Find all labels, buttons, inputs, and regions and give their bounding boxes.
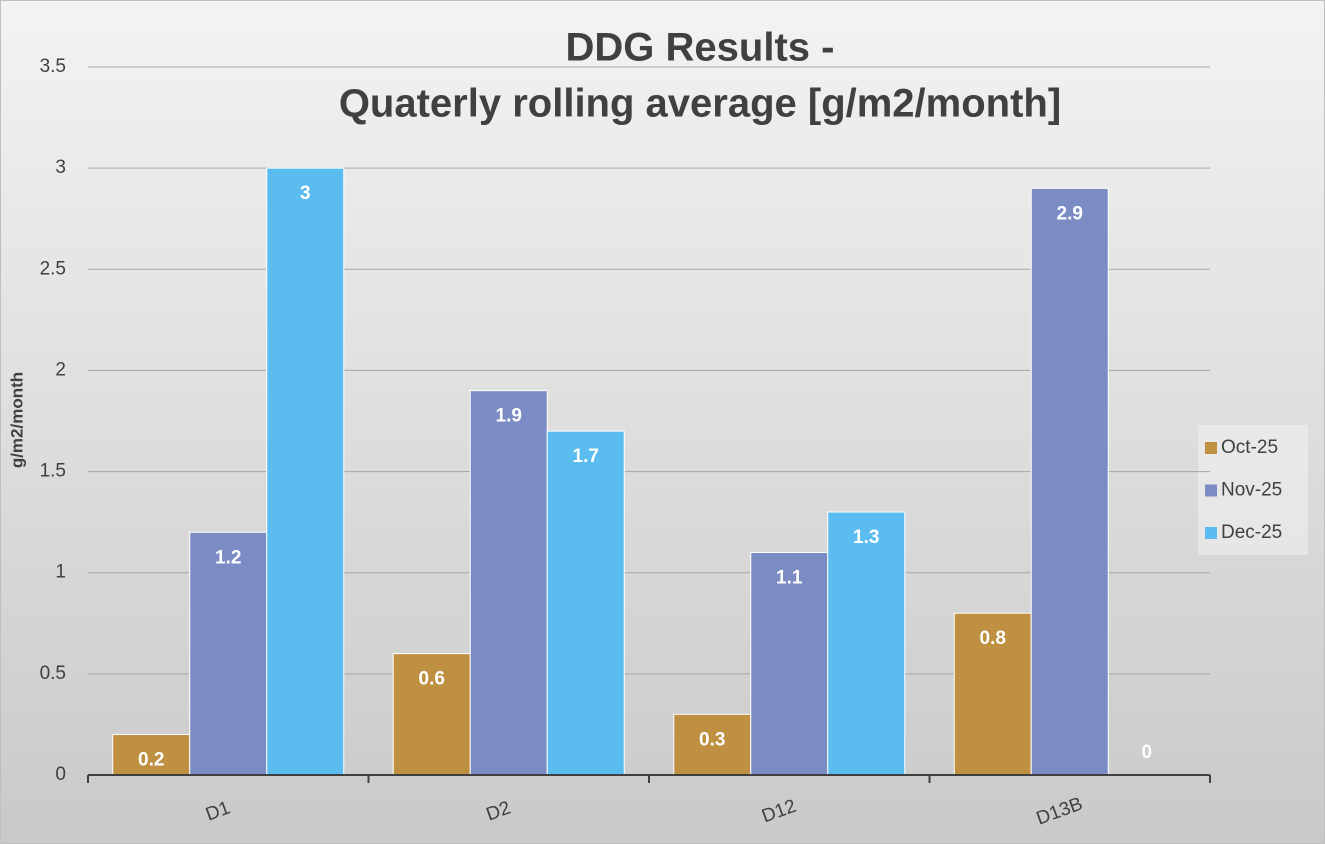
chart-title: Quaterly rolling average [g/m2/month] xyxy=(339,82,1061,126)
data-label: 1.7 xyxy=(573,446,599,467)
bar xyxy=(112,734,191,776)
bar xyxy=(673,713,752,776)
bar xyxy=(750,551,829,776)
data-label: 0.3 xyxy=(699,729,725,750)
legend-label: Oct-25 xyxy=(1221,437,1278,458)
y-tick-label: 3 xyxy=(55,157,66,178)
data-label: 1.2 xyxy=(215,547,241,568)
data-label: 1.9 xyxy=(496,406,522,427)
data-label: 0.8 xyxy=(980,628,1006,649)
data-label: 0 xyxy=(1141,742,1152,763)
y-tick-label: 0 xyxy=(55,764,66,785)
data-label: 0.2 xyxy=(138,750,164,771)
bar xyxy=(266,167,345,776)
legend-swatch xyxy=(1205,484,1217,497)
legend-swatch xyxy=(1205,527,1217,539)
data-label: 2.9 xyxy=(1057,203,1083,224)
legend-label: Dec-25 xyxy=(1221,522,1282,543)
y-tick-label: 2 xyxy=(55,359,66,380)
y-tick-label: 0.5 xyxy=(40,663,66,684)
y-tick-label: 1 xyxy=(55,562,66,583)
bar xyxy=(546,430,625,776)
y-tick-label: 2.5 xyxy=(40,258,66,279)
legend-label: Nov-25 xyxy=(1221,480,1282,501)
y-axis-label: g/m2/month xyxy=(7,372,26,468)
data-label: 1.3 xyxy=(853,527,879,548)
legend-swatch xyxy=(1205,442,1217,454)
bar xyxy=(827,511,906,776)
data-label: 1.1 xyxy=(776,568,803,589)
bar xyxy=(469,390,548,776)
y-tick-label: 1.5 xyxy=(40,461,66,482)
bar xyxy=(392,653,471,776)
data-label: 3 xyxy=(300,183,311,204)
data-label: 0.6 xyxy=(419,669,445,690)
y-tick-label: 3.5 xyxy=(40,56,66,77)
chart-title: DDG Results - xyxy=(566,26,835,70)
bar xyxy=(1030,187,1109,776)
bar xyxy=(189,531,268,776)
